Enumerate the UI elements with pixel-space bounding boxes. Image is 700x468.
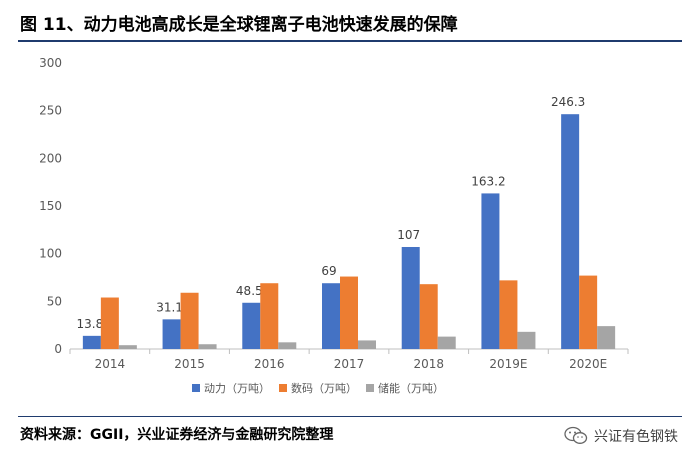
y-tick-label: 150	[39, 199, 62, 213]
bar-3	[358, 340, 376, 349]
bottom-divider	[18, 416, 682, 417]
data-label: 31.1	[156, 300, 183, 314]
y-tick-label: 250	[39, 104, 62, 118]
data-label: 107	[397, 228, 420, 242]
bar-1	[82, 335, 101, 349]
top-divider	[18, 40, 682, 42]
bar-1	[162, 319, 181, 349]
legend-label: 数码（万吨）	[291, 382, 357, 395]
data-label: 69	[321, 264, 336, 278]
x-tick-label: 2017	[334, 357, 365, 371]
data-label: 13.8	[76, 317, 103, 331]
bar-1	[242, 302, 261, 349]
bar-1	[401, 246, 420, 349]
x-tick-label: 2014	[95, 357, 126, 371]
data-label: 246.3	[551, 95, 585, 109]
bar-2	[340, 276, 358, 349]
x-tick-label: 2019E	[489, 357, 527, 371]
bar-3	[198, 344, 217, 349]
bar-1	[322, 283, 340, 349]
bar-3	[437, 336, 456, 349]
x-tick-label: 2020E	[569, 357, 607, 371]
bar-1	[561, 114, 580, 349]
figure-title: 图 11、动力电池高成长是全球锂离子电池快速发展的保障	[20, 15, 458, 35]
x-tick-label: 2015	[174, 357, 205, 371]
x-tick-label: 2018	[413, 357, 444, 371]
bar-3	[517, 331, 536, 349]
bar-chart: 0 50 100 150 200 250 300 2014 2015 2016 2017 2018 20…	[39, 56, 629, 395]
legend-swatch	[366, 384, 374, 392]
watermark-text: 兴证有色钢铁	[594, 429, 678, 445]
bar-3	[118, 345, 137, 349]
legend-label: 动力（万吨）	[204, 382, 270, 395]
bar-3	[278, 342, 297, 349]
bar-2	[499, 280, 518, 349]
bar-2	[579, 275, 598, 349]
watermark: 兴证有色钢铁	[564, 426, 678, 446]
bar-3	[597, 326, 616, 349]
bar-1	[481, 193, 500, 349]
bar-2	[100, 297, 119, 349]
data-label: 163.2	[471, 174, 505, 188]
bar-2	[180, 292, 199, 349]
wechat-icon	[564, 426, 588, 444]
bar-2	[419, 284, 438, 349]
bar-2	[260, 283, 279, 349]
legend-swatch	[192, 384, 200, 392]
y-tick-label: 300	[39, 56, 62, 70]
y-tick-label: 200	[39, 151, 62, 165]
y-tick-label: 100	[39, 247, 62, 261]
source-note: 资料来源：GGII，兴业证券经济与金融研究院整理	[20, 427, 334, 443]
legend-swatch	[279, 384, 287, 392]
y-tick-label: 0	[54, 342, 62, 356]
y-tick-label: 50	[47, 294, 62, 308]
data-label: 48.5	[236, 284, 263, 298]
legend-label: 储能（万吨）	[378, 381, 444, 395]
x-tick-label: 2016	[254, 357, 285, 371]
